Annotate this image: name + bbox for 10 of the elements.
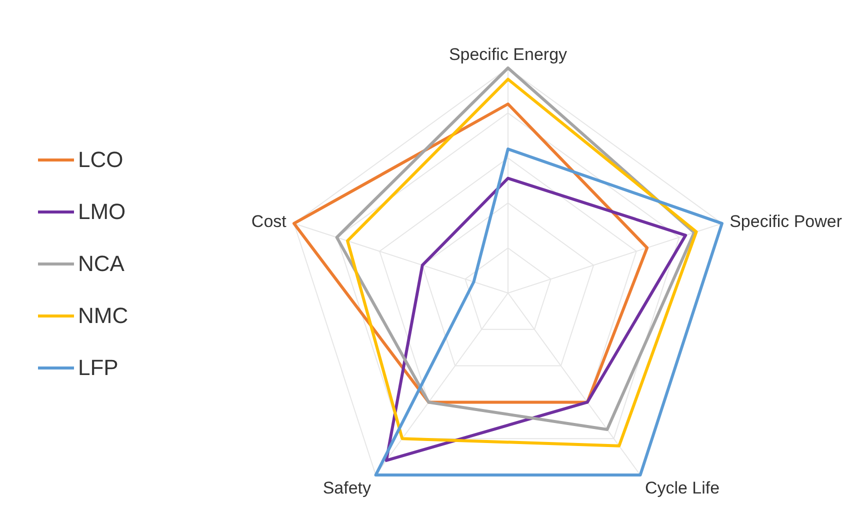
legend-label: LMO (78, 199, 126, 225)
spoke-label: Cost (251, 212, 287, 232)
spoke-label: Specific Energy (448, 45, 568, 64)
spoke-label: Specific Power (730, 212, 842, 232)
spoke-label: Cycle Life (644, 478, 720, 498)
legend-label: NCA (78, 251, 124, 277)
spoke-label: Safety (322, 478, 372, 498)
legend-label: NMC (78, 303, 128, 329)
legend-label: LFP (78, 355, 118, 381)
legend-label: LCO (78, 147, 124, 173)
